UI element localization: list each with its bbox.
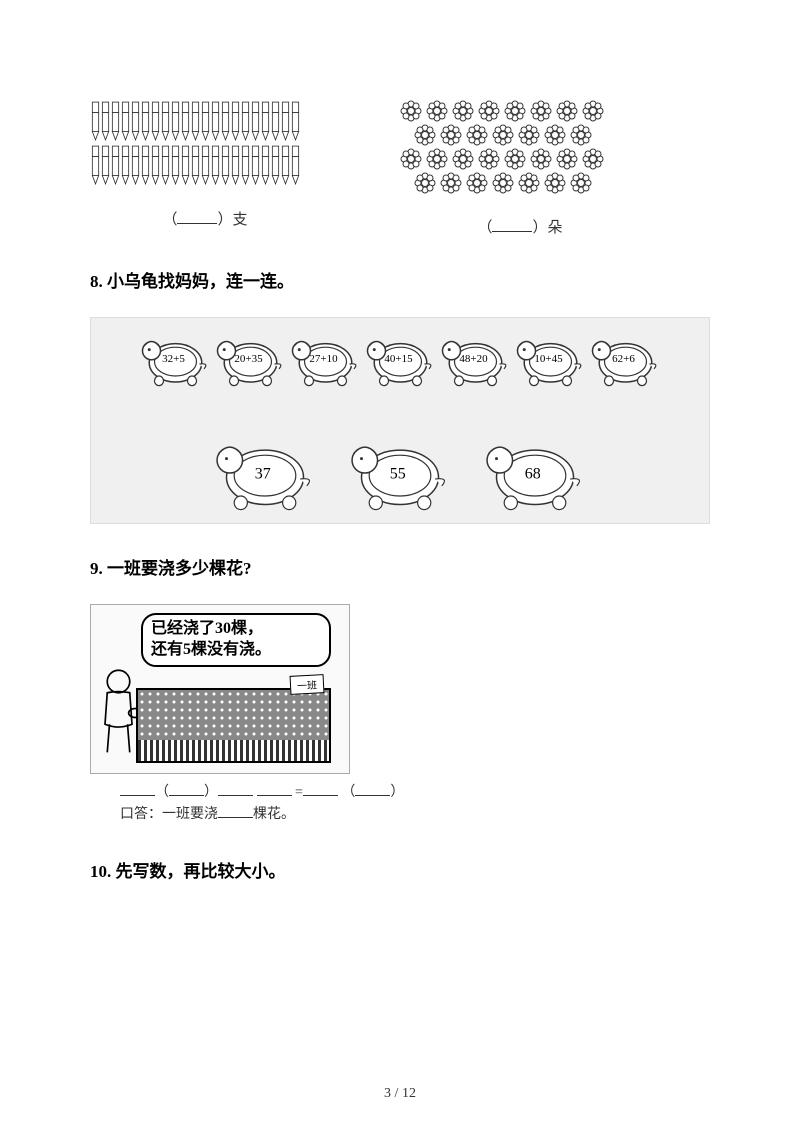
class-sign: 一班 [290,674,325,695]
turtle-item[interactable]: 40+15 [363,328,438,388]
turtle-label: 10+45 [534,353,562,365]
turtle-item[interactable]: 20+35 [213,328,288,388]
pencil-icon [290,144,301,186]
q8-text: 小乌龟找妈妈，连一连。 [107,272,294,291]
turtle-item[interactable]: 48+20 [438,328,513,388]
flower-icon [400,148,422,170]
turtle-matching: 32+5 20+35 27+10 [90,317,710,524]
flower-icon [530,100,552,122]
flower-icon [556,148,578,170]
flower-icon [570,124,592,146]
flower-counting: （）朵 [400,100,640,237]
answer-prefix: 口答：一班要浇 [120,807,218,822]
flower-icon [414,172,436,194]
q8-number: 8. [90,272,103,291]
flower-icon [544,172,566,194]
flower-icon [492,124,514,146]
flower-icon [582,100,604,122]
flower-blank[interactable]: （）朵 [477,216,562,237]
speech-bubble: 已经浇了30棵， 还有5棵没有浇。 [141,613,331,667]
turtle-item[interactable]: 55 [345,428,455,513]
q9-answer[interactable]: 口答：一班要浇 棵花。 [120,804,710,826]
flower-icon [440,172,462,194]
flower-unit: 朵 [548,220,563,236]
pencil-counting: （）支 [90,100,320,237]
flower-icon [530,148,552,170]
turtle-label: 27+10 [309,353,337,365]
turtle-item[interactable]: 62+6 [588,328,663,388]
pencil-image [90,100,320,188]
turtle-label: 48+20 [459,353,487,365]
flower-icon [452,148,474,170]
bubble-line2: 还有5棵没有浇。 [151,640,321,661]
q9-title: 9. 一班要浇多少棵花? [90,554,710,579]
turtle-item[interactable]: 27+10 [288,328,363,388]
big-turtle-row: 37 55 68 [96,428,704,513]
turtle-item[interactable]: 10+45 [513,328,588,388]
q10-number: 10. [90,862,111,881]
turtle-label: 68 [525,465,541,483]
flower-icon [414,124,436,146]
turtle-item[interactable]: 37 [210,428,320,513]
flower-icon [504,100,526,122]
flower-icon [492,172,514,194]
small-turtle-row: 32+5 20+35 27+10 [96,328,704,388]
flower-icon [544,124,566,146]
flower-icon [426,148,448,170]
pencil-unit: 支 [233,212,248,228]
flower-bed: 一班 [136,688,331,763]
flower-icon [570,172,592,194]
page-number: 3 / 12 [384,1086,416,1102]
turtle-label: 32+5 [162,353,185,365]
flower-icon [452,100,474,122]
flower-icon [440,124,462,146]
q8-title: 8. 小乌龟找妈妈，连一连。 [90,267,710,292]
turtle-item[interactable]: 32+5 [138,328,213,388]
turtle-label: 62+6 [612,353,635,365]
flower-image [400,100,640,196]
q9-equation[interactable]: （） = （） [120,782,710,804]
flower-icon [518,172,540,194]
q10-text: 先写数，再比较大小。 [116,862,286,881]
watering-illustration: 已经浇了30棵， 还有5棵没有浇。 一班 [90,604,350,774]
flower-icon [426,100,448,122]
counting-section: （）支 [90,100,710,237]
pencil-icon [290,100,301,142]
flower-icon [466,124,488,146]
flower-icon [478,148,500,170]
bubble-line1: 已经浇了30棵， [151,619,321,640]
turtle-label: 37 [255,465,271,483]
flower-icon [504,148,526,170]
turtle-label: 20+35 [234,353,262,365]
turtle-label: 40+15 [384,353,412,365]
q9-number: 9. [90,559,103,578]
q9-text: 一班要浇多少棵花? [107,559,252,578]
q10-title: 10. 先写数，再比较大小。 [90,857,710,882]
flower-icon [478,100,500,122]
answer-suffix: 棵花。 [253,807,295,822]
turtle-label: 55 [390,465,406,483]
flower-icon [582,148,604,170]
turtle-item[interactable]: 68 [480,428,590,513]
flower-icon [556,100,578,122]
flower-icon [400,100,422,122]
flower-icon [518,124,540,146]
pencil-blank[interactable]: （）支 [162,208,247,229]
flower-icon [466,172,488,194]
girl-icon [96,668,141,758]
